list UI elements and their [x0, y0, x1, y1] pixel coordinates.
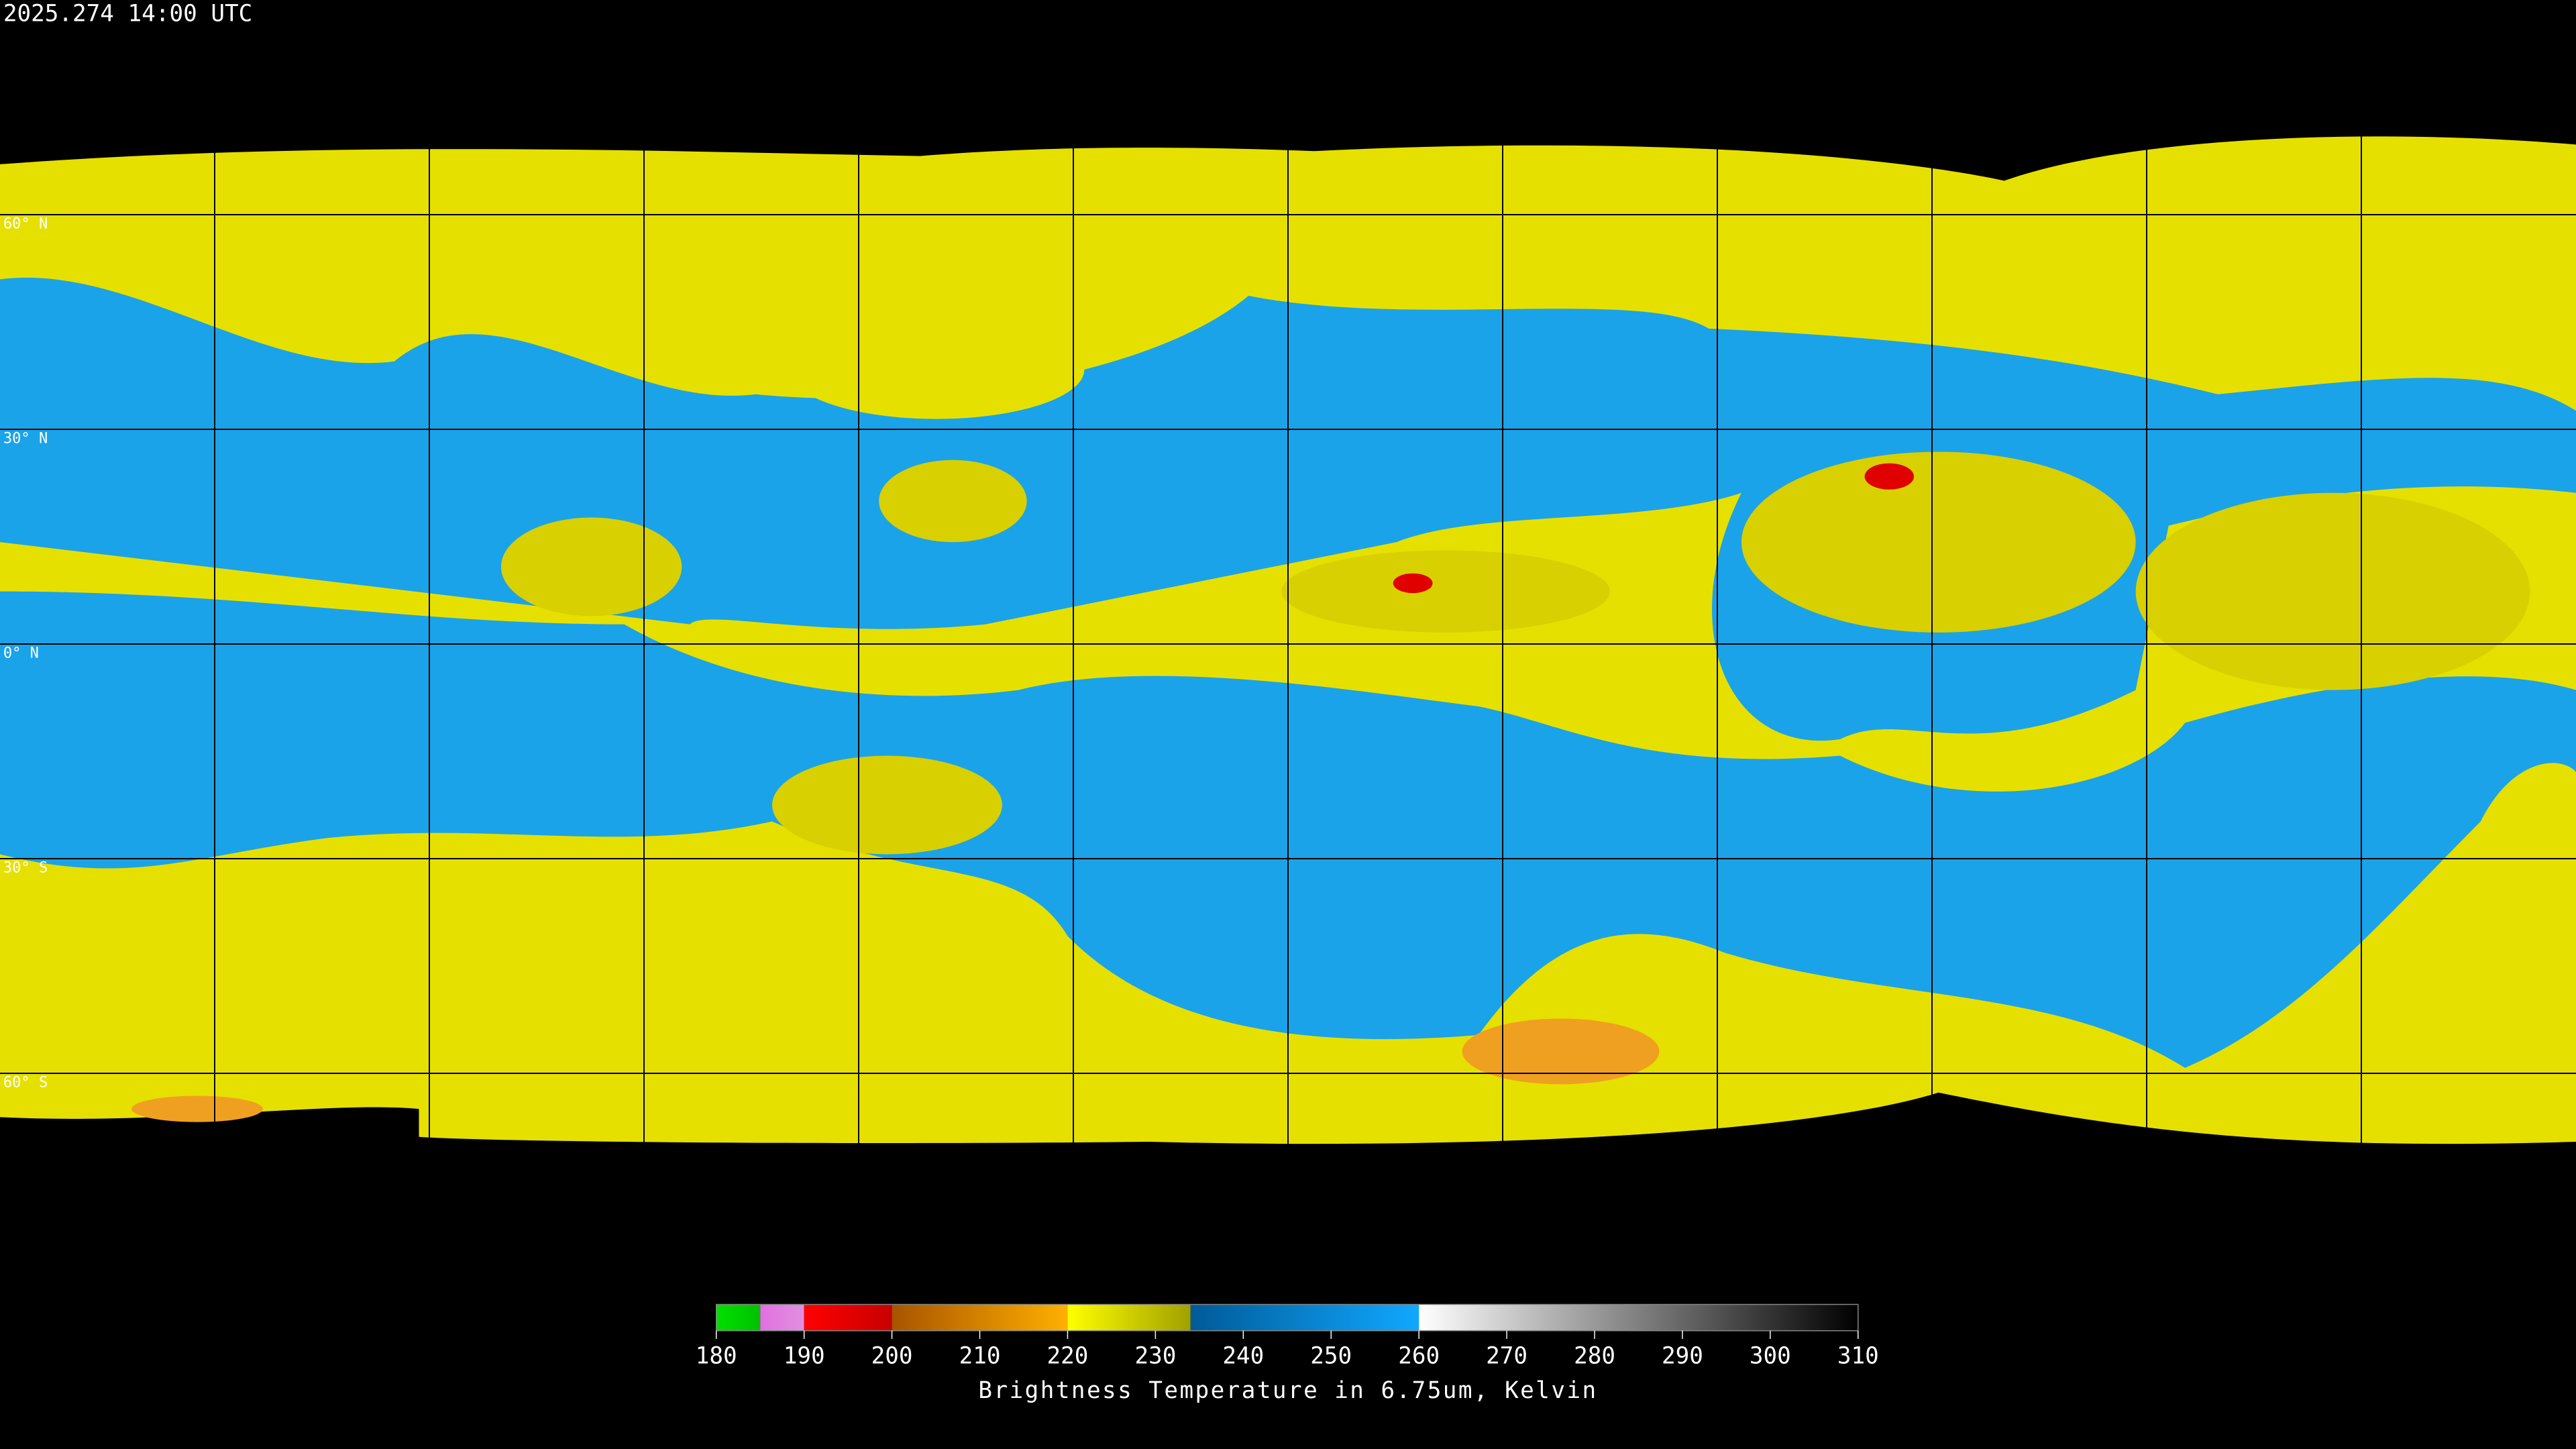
colorbar-tick-label: 240	[1222, 1342, 1264, 1369]
colorbar: 180 190 200 210 220 230 240 250 260 270 280 290 300 3…	[696, 1303, 1879, 1369]
latitude-label: 30° S	[3, 860, 48, 877]
latitude-label: 30° N	[3, 431, 48, 447]
timestamp: 2025.274 14:00 UTC	[3, 1, 252, 28]
colorbar-tick-label: 310	[1837, 1342, 1879, 1369]
colorbar-tick-label: 180	[696, 1342, 737, 1369]
colorbar-tick-label: 210	[959, 1342, 1001, 1369]
colorbar-tick-label: 190	[784, 1342, 825, 1369]
cloud	[772, 755, 1002, 855]
colorbar-tick-label: 260	[1398, 1342, 1440, 1369]
colorbar-segment	[892, 1304, 1068, 1331]
colorbar-tick-label: 290	[1662, 1342, 1703, 1369]
colorbar-frame	[716, 1303, 1859, 1332]
cloud	[500, 517, 682, 616]
colorbar-label: Brightness Temperature in 6.75um, Kelvin	[978, 1377, 1597, 1404]
cloud	[788, 320, 1085, 419]
cloud	[2135, 492, 2530, 690]
cloud	[1864, 463, 1915, 490]
cloud	[1741, 451, 2136, 633]
colorbar-tick-label: 300	[1750, 1342, 1791, 1369]
colorbar-segment	[804, 1304, 892, 1331]
colorbar-segment	[760, 1304, 804, 1331]
colorbar-segment	[1419, 1304, 1858, 1331]
cloud	[131, 1095, 263, 1122]
cloud	[1281, 550, 1610, 633]
colorbar-tick-label: 200	[871, 1342, 913, 1369]
colorbar-tick-label: 220	[1047, 1342, 1089, 1369]
latitude-label: 0° N	[3, 645, 39, 662]
colorbar-tick-label: 250	[1310, 1342, 1352, 1369]
cloud	[879, 460, 1027, 543]
latitude-label: 60° S	[3, 1075, 48, 1091]
colorbar-tick-label: 270	[1486, 1342, 1527, 1369]
colorbar-tick-label: 280	[1574, 1342, 1615, 1369]
colorbar-tick-label: 230	[1134, 1342, 1176, 1369]
cloud	[1393, 573, 1433, 594]
colorbar-segment	[1067, 1304, 1191, 1331]
colorbar-segment	[1190, 1304, 1419, 1331]
colorbar-segment	[716, 1304, 761, 1331]
latitude-label: 60° N	[3, 216, 48, 233]
graticule: 60° N 30° N 0° N 30° S 60° S	[3, 215, 48, 1091]
cloud	[1462, 1018, 1660, 1085]
